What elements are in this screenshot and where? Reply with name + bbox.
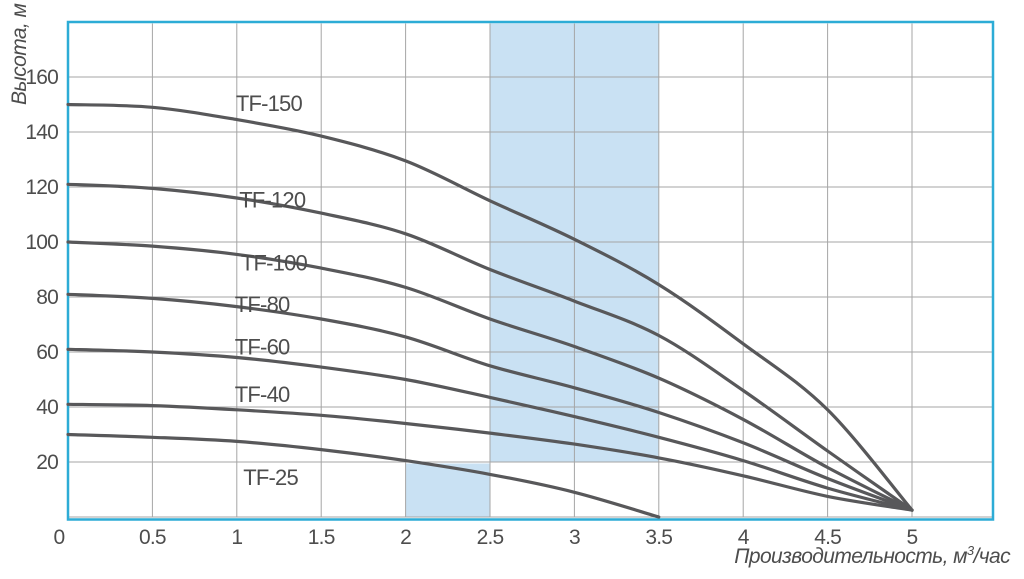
y-tick-label: 100: [25, 231, 58, 254]
curve-label-tf-40: TF-40: [235, 382, 290, 407]
x-tick-label: 2: [400, 526, 411, 549]
curve-label-tf-60: TF-60: [235, 335, 290, 360]
pump-curve-tf-25: [66, 432, 661, 519]
curve-label-tf-80: TF-80: [235, 292, 290, 317]
y-tick-label: 40: [36, 396, 58, 419]
curve-label-tf-120: TF-120: [239, 187, 306, 212]
pump-curve-tf-40: [66, 402, 914, 512]
plot-border: [66, 20, 995, 521]
pump-curve-tf-120: [66, 182, 914, 512]
pump-curve-tf-100: [66, 240, 914, 512]
curve-label-tf-100: TF-100: [241, 251, 308, 276]
pump-curve-tf-150: [66, 102, 914, 512]
x-tick-label: 3.5: [645, 526, 672, 549]
pump-curve-tf-80: [66, 292, 914, 512]
x-axis-title: Производительность, м3/час: [734, 543, 1011, 569]
y-tick-label: 140: [25, 121, 58, 144]
x-axis-title-text: Производительность, м: [734, 545, 967, 568]
x-tick-label: 3: [569, 526, 580, 549]
x-tick-label: 1.5: [308, 526, 335, 549]
y-tick-label: 120: [25, 176, 58, 199]
y-axis-title: Высота, м: [8, 3, 31, 105]
x-tick-label: 4.5: [814, 526, 841, 549]
curve-label-tf-25: TF-25: [243, 465, 298, 490]
y-tick-label: 80: [36, 286, 58, 309]
x-tick-label: 1: [231, 526, 242, 549]
y-tick-label: 160: [25, 66, 58, 89]
x-tick-label: 0.5: [139, 526, 166, 549]
pump-curve-tf-60: [66, 347, 914, 512]
x-axis-title-superscript: 3: [966, 543, 974, 558]
x-axis-title-units: /час: [973, 545, 1011, 568]
y-tick-label: 60: [36, 341, 58, 364]
x-tick-label: 2.5: [477, 526, 504, 549]
curve-label-tf-150: TF-150: [236, 91, 303, 116]
x-tick-label: 5: [907, 526, 918, 549]
x-tick-label: 0: [54, 526, 65, 549]
y-tick-label: 20: [36, 451, 58, 474]
x-tick-label: 4: [738, 526, 750, 549]
